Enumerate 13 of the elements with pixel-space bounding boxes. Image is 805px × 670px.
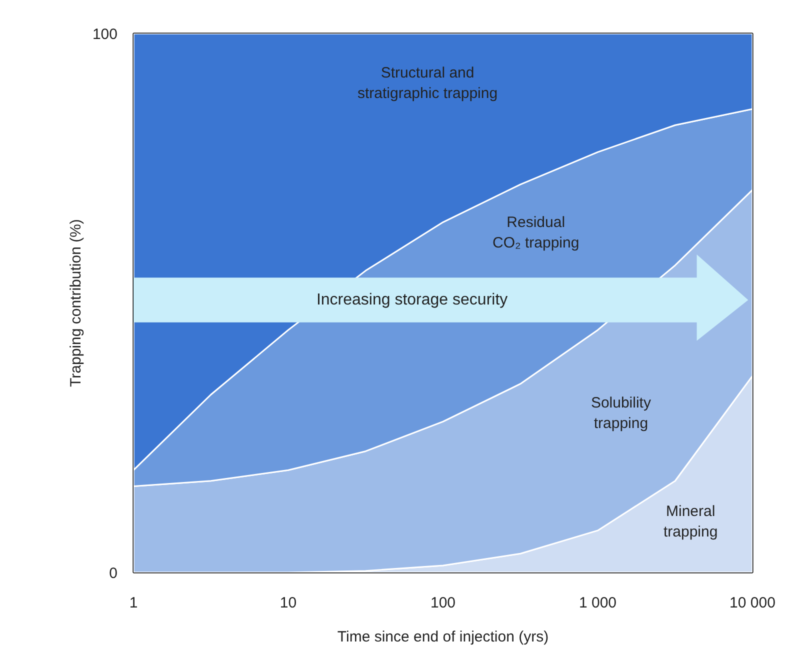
x-tick-label: 1 [129,594,138,612]
y-axis-title: Trapping contribution (%) [67,219,84,387]
series-label: Structural and stratigraphic trapping [357,64,498,102]
x-tick-label: 1 000 [578,594,617,612]
series-label: Residual CO₂ trapping [492,214,580,252]
annotation: Increasing storage security [316,292,508,309]
x-tick-label: 100 [430,594,456,612]
y-tick-label: 0 [109,565,118,582]
x-tick-label: 10 000 [730,594,776,612]
series-label: Mineral trapping [663,503,718,541]
x-tick-label: 10 [280,594,297,612]
series-label: Solubility trapping [590,394,652,432]
x-axis-title: Time since end of injection (yrs) [337,628,549,646]
